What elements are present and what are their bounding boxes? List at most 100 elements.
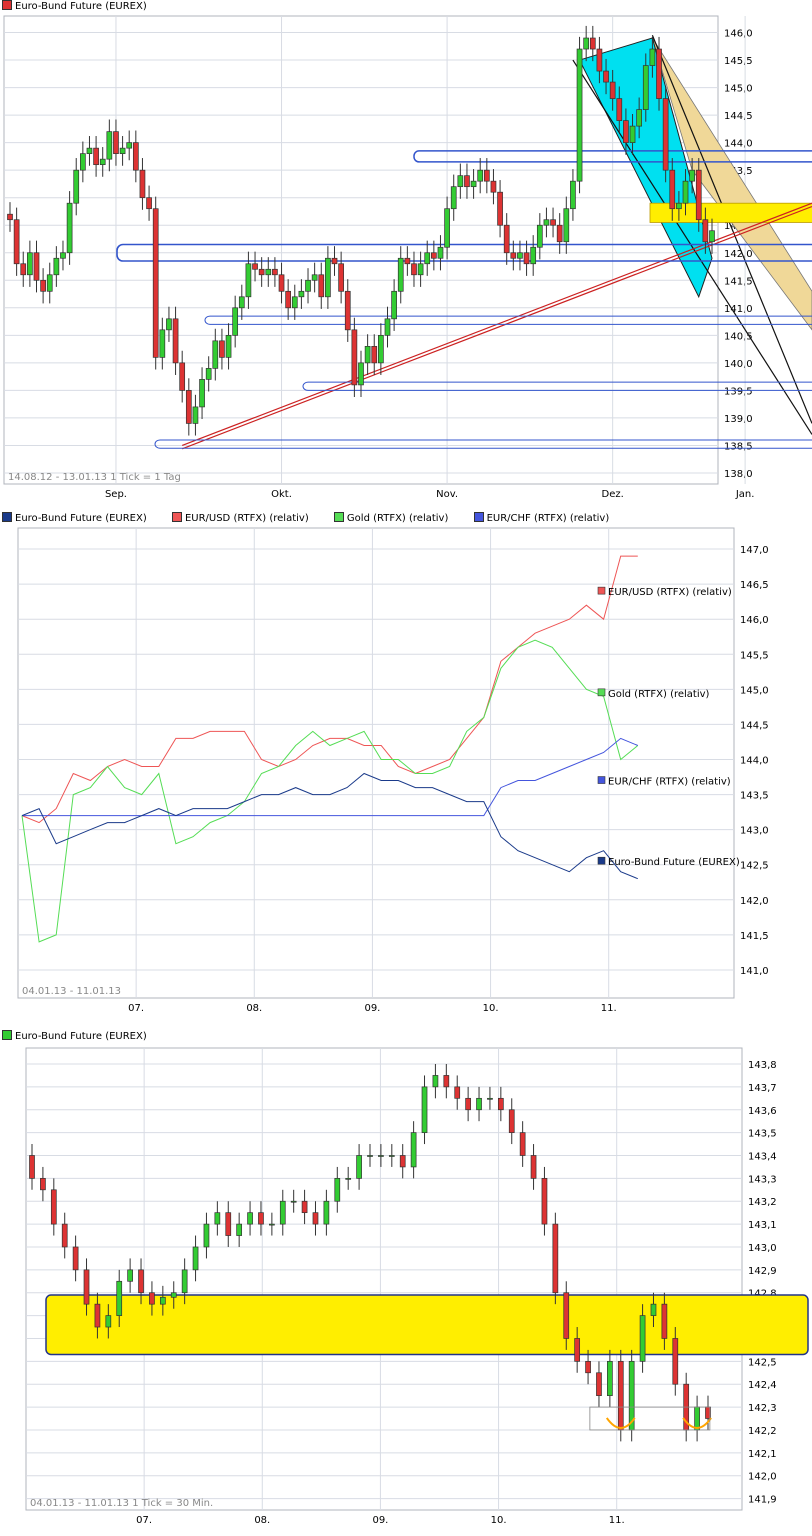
range-label: 14.08.12 - 13.01.13 1 Tick = 1 Tag [8,472,181,483]
channel-line [572,59,812,435]
end-label-swatch [597,856,606,865]
candle [356,1155,362,1179]
candle [636,109,643,127]
candle [53,257,60,276]
candle [72,1246,79,1271]
candle [79,153,86,171]
y-tick-label: 145,5 [724,56,753,67]
end-label-swatch [597,688,606,697]
blue-support-capsule [116,243,812,262]
candle [490,180,497,193]
candle [86,147,93,154]
candle [397,257,404,292]
candle [596,48,603,72]
candle [119,147,126,154]
y-tick-label: 146,0 [740,615,769,626]
comparison-chart-panel: Euro-Bund Future (EUREX) EUR/USD (RTFX) … [0,512,812,1018]
candle [510,252,517,259]
candle [530,246,537,265]
candle [285,290,292,309]
candle [523,252,530,265]
candle [325,257,331,298]
range-label: 04.01.13 - 11.01.13 [22,986,121,997]
candle [345,1178,352,1180]
x-tick-label: 08. [246,1003,262,1014]
candle [543,219,550,226]
y-tick-label: 143,0 [740,826,769,837]
candle [94,1303,101,1328]
candle [116,1280,123,1316]
y-tick-label: 145,0 [724,84,753,95]
candle [40,279,46,292]
candle [73,169,80,204]
candle [623,120,629,143]
candle [159,1296,166,1305]
candle [358,362,364,386]
candle [432,1075,439,1088]
candle [258,268,265,276]
end-label: Gold (RTFX) (relativ) [608,689,710,700]
candle [203,1223,210,1248]
candle [225,334,232,358]
legend-swatch [473,512,484,522]
y-tick-label: 139,5 [724,386,753,397]
candle [312,1212,319,1225]
candle [138,1269,144,1294]
blue-horizontal-line [302,381,812,391]
candle [179,362,186,391]
legend-item: Euro-Bund Future (EUREX) [2,1030,147,1044]
candle [192,1246,199,1271]
candle [27,252,33,276]
legend-label: Gold (RTFX) (relativ) [346,513,449,524]
candle [421,1086,428,1133]
candle [656,48,662,99]
candle [477,169,484,182]
y-tick-label: 143,5 [740,791,769,802]
intraday-candlestick-chart: 141,9142,0142,1142,2142,3142,4142,5142,6… [25,1047,809,1526]
support-zone [45,1294,809,1356]
candle [238,296,245,309]
candle [323,1200,330,1225]
x-tick-label: Nov. [436,489,458,500]
orange-marker [605,1417,636,1429]
candle [99,158,106,166]
y-tick-label: 146,0 [724,29,753,40]
candle [279,1200,286,1225]
candle [617,1360,624,1431]
y-tick-label: 143,7 [748,1083,777,1094]
candle [29,1155,35,1179]
candle [159,329,166,358]
candle [410,1132,417,1168]
candle [40,1178,46,1191]
candle [13,219,20,265]
y-tick-label: 139,0 [724,414,753,425]
x-tick-label: Jan. [735,489,755,500]
candle [563,208,570,243]
candle [487,1097,493,1100]
candle [132,142,139,171]
y-tick-label: 141,5 [724,276,753,287]
blue-horizontal-line [154,439,812,449]
candle [483,169,490,182]
y-tick-label: 143,2 [748,1197,777,1208]
x-tick-label: 07. [128,1003,144,1014]
y-tick-label: 142,2 [748,1426,777,1437]
candle [338,263,344,292]
legend-label: EUR/CHF (RTFX) (relativ) [486,513,610,524]
candle [649,48,656,66]
legend-swatch [2,512,12,522]
series-line [22,737,638,817]
legend-item-bund: Euro-Bund Future (EUREX) [2,512,147,526]
candle [344,290,351,331]
candle [378,334,384,364]
intraday-chart-panel: Euro-Bund Future (EUREX) 141,9 142,0 142,1… [0,1030,812,1536]
yellow-support-box [649,202,812,223]
candle [709,230,715,243]
candle [585,1360,591,1374]
x-tick-label: 10. [491,1515,507,1526]
legend-item-eurusd: EUR/USD (RTFX) (relativ) [171,512,309,526]
candle [464,175,470,188]
range-label: 04.01.13 - 11.01.13 1 Tick = 30 Min. [30,1498,213,1509]
daily-candlestick-chart: 138,0 138,5 139,0 139,5 140,0 140,5 141,0 141,5… [3,15,812,500]
y-tick-label: 142,3 [748,1403,777,1414]
